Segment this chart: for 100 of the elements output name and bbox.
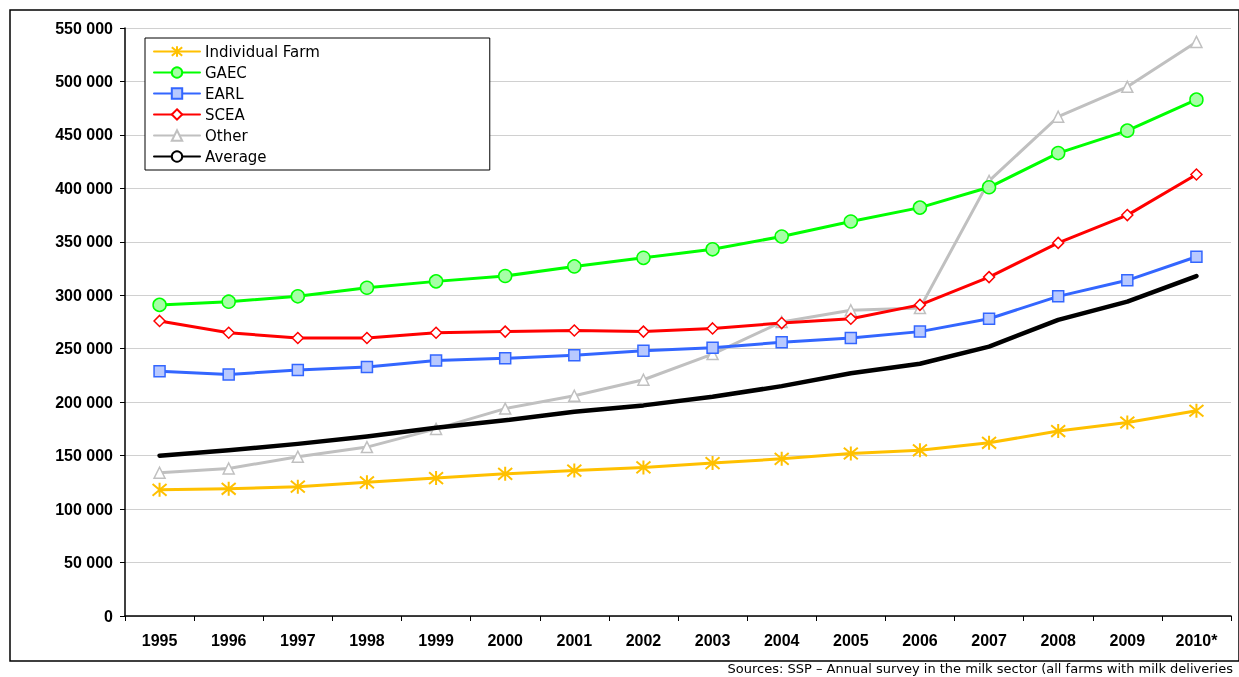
point: [773, 450, 790, 467]
x-tick-label: 2001: [556, 631, 593, 649]
y-tick-label: 150 000: [55, 447, 114, 465]
point: [222, 326, 235, 339]
point: [498, 402, 512, 415]
y-tick-label: 350 000: [55, 233, 114, 251]
point: [982, 312, 996, 326]
line-series: [157, 273, 1199, 458]
point: [360, 360, 374, 374]
x-tick-label: 2010*: [1175, 631, 1219, 649]
point: [844, 312, 858, 326]
point: [291, 331, 305, 345]
point: [1051, 236, 1065, 250]
point: [636, 250, 651, 266]
point: [635, 459, 652, 476]
point: [842, 445, 859, 462]
x-tick-label: 2006: [902, 631, 938, 649]
y-tick-label: 100 000: [55, 500, 114, 518]
x-tick-label: 1996: [210, 631, 247, 649]
point: [1121, 274, 1134, 287]
point: [1188, 402, 1205, 419]
legend-label: Other: [205, 126, 249, 145]
point: [291, 450, 305, 463]
point: [774, 229, 789, 244]
x-tick-label: 2005: [833, 631, 869, 649]
point: [568, 324, 581, 337]
point: [151, 481, 168, 498]
point: [428, 470, 445, 487]
point: [844, 331, 858, 345]
x-tick-label: 1998: [349, 631, 385, 649]
point: [706, 322, 719, 335]
y-tick-label: 500 000: [55, 72, 114, 90]
point: [1119, 414, 1136, 431]
point: [1190, 250, 1203, 264]
x-tick-label: 2004: [763, 631, 800, 649]
point: [911, 442, 928, 459]
point: [1121, 208, 1134, 222]
point: [913, 325, 927, 338]
point: [153, 364, 166, 378]
point: [222, 462, 235, 475]
point: [1050, 423, 1067, 440]
point: [982, 270, 996, 284]
point: [360, 440, 374, 454]
point: [359, 280, 375, 296]
y-tick-label: 400 000: [55, 179, 114, 197]
point: [1121, 80, 1134, 94]
point: [497, 465, 514, 482]
point: [289, 478, 306, 495]
point: [637, 344, 650, 358]
point: [497, 268, 513, 284]
point: [775, 336, 788, 349]
point: [704, 455, 721, 472]
point: [429, 326, 443, 339]
point: [912, 200, 928, 215]
x-tick-label: 2003: [694, 631, 731, 649]
point: [153, 314, 166, 328]
point: [705, 242, 720, 257]
point: [358, 474, 375, 491]
point: [153, 466, 166, 479]
point: [428, 274, 444, 289]
point: [1190, 35, 1203, 49]
y-tick-label: 250 000: [55, 340, 114, 358]
legend-label: Average: [205, 147, 267, 166]
y-tick-label: 50 000: [64, 554, 114, 572]
x-tick-label: 1999: [418, 631, 454, 649]
point: [706, 341, 719, 354]
point: [1189, 92, 1204, 107]
point: [498, 325, 512, 338]
point: [1190, 168, 1203, 181]
y-tick-label: 0: [104, 607, 114, 625]
point: [1051, 110, 1065, 123]
x-tick-label: 2002: [625, 631, 662, 649]
point: [568, 389, 581, 403]
y-tick-label: 200 000: [55, 393, 114, 411]
x-tick-label: 2008: [1040, 631, 1077, 649]
legend-label: SCEA: [205, 105, 246, 124]
point: [291, 363, 305, 377]
point: [360, 331, 374, 345]
point: [981, 180, 997, 195]
point: [566, 462, 583, 479]
legend-label: GAEC: [205, 63, 247, 82]
point: [637, 325, 650, 338]
legend-label: EARL: [205, 84, 245, 103]
y-tick-label: 300 000: [55, 286, 114, 304]
x-tick-label: 2007: [971, 631, 1007, 649]
x-tick-label: 1995: [141, 631, 178, 649]
x-tick-label: 2009: [1109, 631, 1146, 649]
x-tick-label: 2000: [487, 631, 524, 649]
point: [843, 214, 859, 229]
point: [220, 480, 237, 497]
legend-label: Individual Farm: [205, 42, 320, 61]
point: [429, 354, 443, 367]
point: [637, 373, 650, 386]
point: [152, 297, 167, 313]
point: [498, 352, 512, 365]
y-tick-label: 450 000: [55, 126, 114, 144]
point: [222, 368, 235, 381]
x-tick-label: 1997: [280, 631, 316, 649]
point: [1051, 290, 1065, 303]
point: [290, 289, 306, 304]
